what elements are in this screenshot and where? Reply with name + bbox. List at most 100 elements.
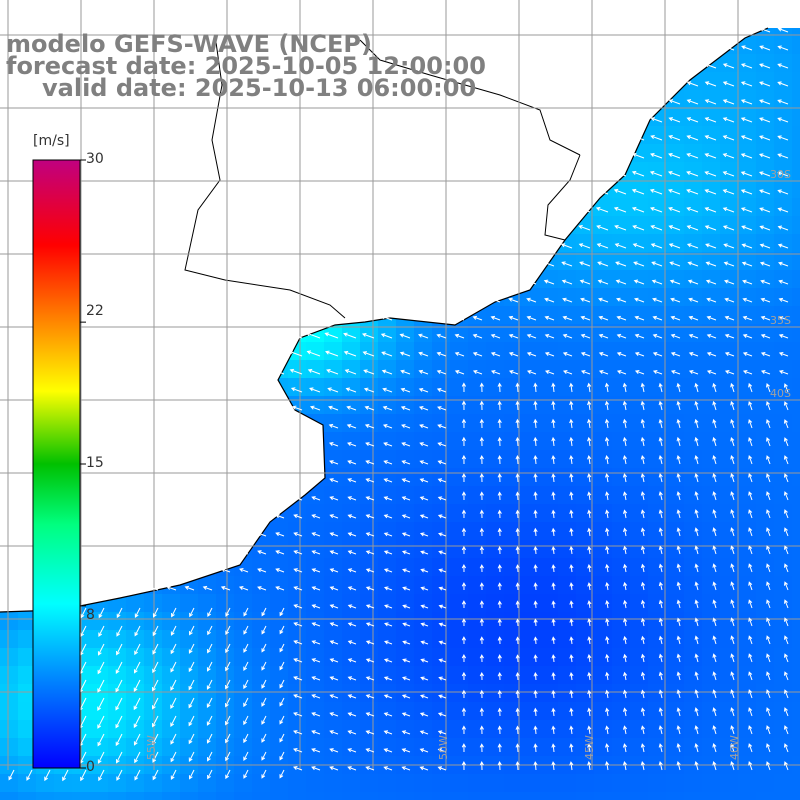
wind-arrow [116,769,123,781]
wind-arrow [766,743,771,753]
speed-cell [702,162,721,181]
wind-arrow [652,315,663,321]
speed-cell [504,720,523,739]
wind-arrow [652,333,663,339]
wind-arrow [587,600,592,609]
wind-arrow [686,225,699,231]
wind-arrow [243,625,249,635]
wind-arrow [712,635,717,645]
speed-cell [144,666,163,685]
speed-cell [558,360,577,379]
speed-cell [792,72,800,91]
speed-cell [342,396,361,415]
speed-cell [774,360,793,379]
wind-arrow [62,769,69,782]
speed-cell [252,792,271,800]
wind-arrow [134,643,141,656]
wind-arrow [533,491,538,501]
speed-cell [720,216,739,235]
speed-cell [702,612,721,631]
speed-cell [666,558,685,577]
speed-cell [540,576,559,595]
border-line [184,34,581,319]
speed-cell [468,378,487,397]
wind-arrow [243,697,249,708]
wind-arrow [383,532,393,537]
wind-arrow [587,689,592,699]
speed-cell [666,738,685,757]
colorbar-unit: [m/s] [33,133,70,149]
wind-arrow [329,586,339,591]
wind-arrow [730,527,735,537]
speed-cell [504,576,523,595]
wind-arrow [694,653,699,663]
wind-arrow [777,27,789,33]
wind-arrow [115,733,123,747]
speed-cell [414,414,433,433]
wind-arrow [401,766,411,771]
wind-arrow [783,599,789,609]
wind-arrow [401,514,411,519]
wind-arrow [497,654,502,663]
wind-arrow [668,206,681,213]
wind-arrow [279,679,285,689]
speed-cell [648,576,667,595]
speed-cell [486,774,505,793]
speed-cell [234,792,253,800]
speed-cell [396,576,415,595]
speed-cell [216,738,235,757]
speed-cell [486,360,505,379]
wind-arrow [766,563,771,573]
wind-arrow [723,45,735,51]
speed-cell [180,666,199,685]
speed-cell [162,648,181,667]
speed-cell [414,378,433,397]
wind-arrow [569,761,574,771]
speed-cell [504,792,523,800]
speed-cell [594,720,613,739]
wind-arrow [604,400,610,411]
wind-arrow [613,170,627,177]
speed-cell [702,342,721,361]
speed-cell [738,90,757,109]
speed-cell [306,738,325,757]
speed-cell [504,378,523,397]
speed-cell [666,108,685,127]
wind-arrow [363,387,375,393]
wind-arrow [454,369,465,375]
wind-arrow [759,189,771,195]
wind-arrow [479,671,484,681]
wind-arrow [712,418,717,429]
speed-cell [216,720,235,739]
wind-arrow [438,568,447,573]
speed-cell [684,288,703,307]
speed-cell [756,126,775,145]
speed-cell [792,792,800,800]
wind-arrow [329,748,339,753]
speed-cell [630,648,649,667]
wind-arrow [760,315,771,321]
wind-arrow [676,707,681,717]
wind-arrow [668,135,681,141]
wind-arrow [207,607,213,618]
wind-arrow [461,582,467,591]
speed-cell [360,342,379,361]
wind-arrow [634,370,645,375]
wind-arrow [400,387,411,393]
speed-cell [612,378,631,397]
speed-cell [612,468,631,487]
wind-arrow [98,607,105,619]
wind-arrow [293,694,303,699]
speed-cell [450,432,469,451]
wind-arrow [461,491,467,501]
wind-arrow [766,382,771,393]
speed-cell [666,540,685,559]
speed-cell [702,666,721,685]
wind-arrow [261,751,267,761]
wind-arrow [305,332,321,339]
speed-cell [558,558,577,577]
speed-cell [360,378,379,397]
wind-arrow [766,491,771,501]
wind-arrow [533,382,538,393]
wind-arrow [365,442,375,447]
